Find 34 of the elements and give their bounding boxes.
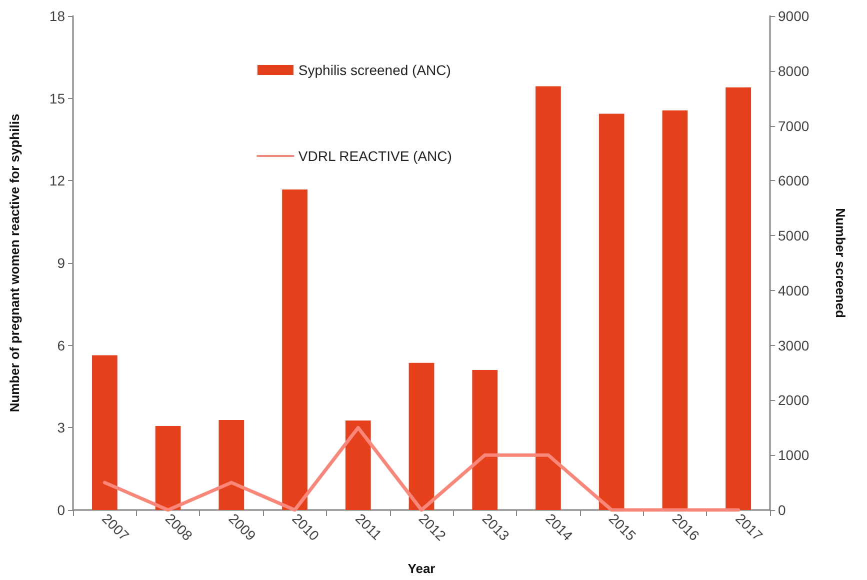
y-tick-label: 3: [57, 420, 66, 436]
legend-label: Syphilis screened (ANC): [298, 62, 451, 78]
y2-tick-label: 3000: [778, 337, 810, 354]
y-tick-label: 12: [49, 172, 66, 189]
x-axis-title: Year: [408, 561, 436, 576]
y2-tick-label: 7000: [778, 118, 810, 134]
bar: [155, 426, 181, 510]
bar: [726, 87, 751, 510]
legend-label: VDRL REACTIVE (ANC): [298, 148, 452, 164]
y-tick-label: 18: [49, 8, 66, 24]
bar: [408, 362, 434, 510]
y-tick-label: 15: [49, 90, 66, 106]
y-tick-label: 6: [57, 337, 66, 354]
line-series: [102, 426, 740, 512]
bar: [92, 355, 118, 510]
y2-tick-label: 6000: [778, 172, 810, 189]
y2-tick-label: 0: [778, 502, 786, 518]
y-tick-label: 9: [57, 255, 66, 271]
y2-axis-title: Number screened: [833, 208, 848, 318]
bar: [536, 86, 561, 510]
y2-tick-label: 1000: [778, 447, 810, 464]
bar: [345, 420, 371, 510]
bar: [282, 189, 308, 510]
y-tick-label: 0: [57, 502, 66, 518]
bar: [662, 110, 688, 510]
y2-tick-label: 5000: [778, 228, 810, 244]
bar: [218, 420, 244, 510]
bar: [598, 114, 624, 510]
y2-tick-label: 9000: [778, 8, 810, 24]
bar: [472, 370, 498, 510]
y2-tick-label: 4000: [778, 282, 810, 298]
y-axis-title: Number of pregnant women reactive for syphilis: [7, 114, 22, 412]
y2-tick-label: 2000: [778, 392, 810, 408]
y2-tick-label: 8000: [778, 62, 810, 79]
